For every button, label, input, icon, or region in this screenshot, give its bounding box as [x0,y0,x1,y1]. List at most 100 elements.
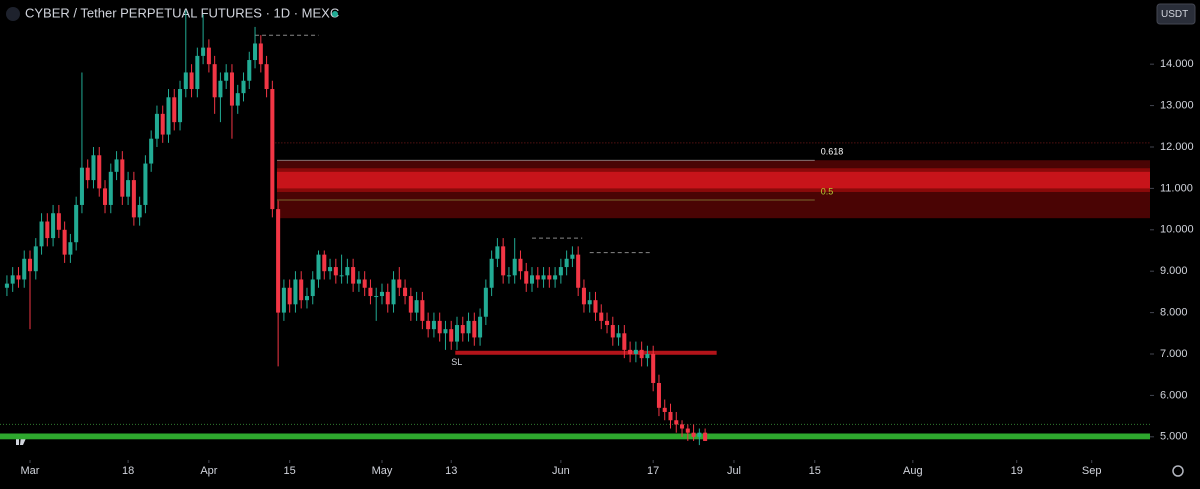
candle-body [703,432,708,441]
x-tick-label: 19 [1011,465,1023,477]
candle-body [437,320,442,334]
candle-body [581,287,586,305]
candle-body [166,97,171,135]
y-tick-label: 9.000 [1160,265,1188,277]
candle-body [553,275,558,280]
candle-body [518,258,523,272]
y-tick-label: 11.000 [1160,182,1193,194]
candle-body [293,279,298,305]
candle-body [22,258,27,280]
candle-body [241,80,246,94]
candle-body [529,275,535,284]
candle-body [645,354,650,359]
candle-body [460,325,465,334]
candle-body [680,424,685,429]
candle-body [466,320,471,334]
candle-body [149,138,154,164]
candle-body [408,296,413,313]
candle-body [362,279,367,288]
candle-body [379,291,385,297]
settings-icon[interactable] [1172,465,1184,477]
y-tick-label: 7.000 [1160,348,1188,360]
candle-body [570,254,575,259]
candle-body [616,333,621,338]
candle-body [506,275,511,277]
candle-body [154,113,159,139]
fib-label: 0.618 [821,147,844,157]
candle-body [605,320,610,326]
candle-body [454,325,460,342]
candle-body [685,428,690,433]
candle-body [558,267,563,276]
candle-body [587,300,592,305]
candle-body [137,204,142,218]
candle-body [178,89,183,123]
candle-body [391,279,396,305]
candle-body [322,254,327,272]
candle-body [131,180,136,218]
candle-body [385,291,390,305]
candle-body [564,258,569,268]
candle-body [674,420,679,425]
candle-body [633,349,638,355]
y-tick-label: 10.000 [1160,224,1194,236]
stop-loss-label: SL [451,357,462,367]
candle-body [39,221,44,247]
x-tick-label: Sep [1082,465,1102,477]
candle-body [27,258,33,272]
candle-body [201,47,206,56]
candle-body [218,80,223,98]
candle-body [547,275,552,280]
candle-body [45,221,50,239]
candle-body [697,432,702,437]
candle-body [662,407,667,412]
zone-core [276,171,1151,189]
x-tick-label: 15 [284,465,296,477]
candle-body [224,72,229,81]
y-tick-label: 14.000 [1160,58,1194,70]
candle-body [593,300,598,313]
candle-body [443,329,448,334]
candle-body [622,333,627,350]
candle-body [501,246,506,276]
candle-body [270,89,275,210]
x-tick-label: 15 [809,465,821,477]
candle-body [483,287,488,317]
candle-body [51,213,56,239]
candle-body [304,296,309,301]
candle-body [316,254,321,280]
candle-body [351,267,356,284]
candle-body [472,320,477,338]
candle-body [33,246,38,272]
currency-label[interactable]: USDT [1161,9,1188,20]
candle-body [535,275,540,280]
candle-body [56,213,61,230]
candle-body [333,267,338,276]
candle-body [420,300,425,321]
candle-body [120,159,125,197]
candle-body [253,43,258,61]
candle-body [610,325,615,338]
candle-body [68,242,73,255]
candle-body [235,93,240,106]
stop-loss-line [455,350,717,355]
candle-body [16,275,21,280]
candle-body [478,316,483,338]
candle-body [426,320,431,330]
candle-body [114,159,119,172]
candle-body [339,275,344,277]
currency-button[interactable] [1156,3,1196,25]
candle-body [247,60,252,81]
candle-body [212,64,217,98]
candle-body [229,72,234,106]
candle-body [345,267,350,276]
y-tick-label: 12.000 [1160,141,1194,153]
candle-body [414,300,419,313]
candle-body [264,64,269,90]
symbol-icon [6,7,20,21]
candle-body [276,209,281,313]
status-dot [332,11,338,17]
